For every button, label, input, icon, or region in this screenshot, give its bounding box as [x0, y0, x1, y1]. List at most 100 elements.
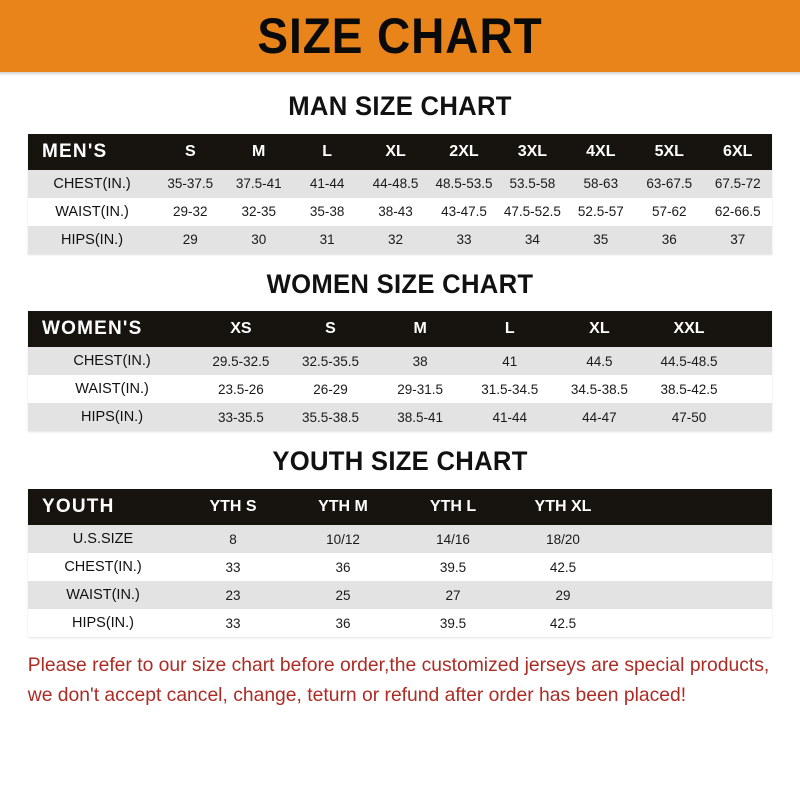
women-cell: 34.5-38.5 [554, 375, 645, 404]
men-cell: 29 [156, 225, 225, 254]
youth-cell-spacer [618, 609, 772, 638]
table-row: CHEST(IN.) 29.5-32.5 32.5-35.5 38 41 44.… [28, 347, 772, 376]
women-cell-spacer [733, 347, 772, 376]
men-cell: 37.5-41 [224, 169, 293, 198]
women-cell: 47-50 [644, 403, 734, 432]
women-size-header: M [375, 311, 465, 348]
men-table-body: CHEST(IN.) 35-37.5 37.5-41 41-44 44-48.5… [28, 169, 772, 254]
youth-table-head: YOUTH YTH S YTH M YTH L YTH XL [28, 489, 772, 526]
youth-cell: 27 [398, 581, 508, 610]
men-size-header: 2XL [429, 133, 499, 170]
youth-cell: 33 [178, 609, 288, 638]
table-row: HIPS(IN.) 29 30 31 32 33 34 35 36 37 [28, 225, 772, 254]
women-header-row: WOMEN'S XS S M L XL XXL [28, 311, 772, 348]
men-cell: 36 [635, 225, 704, 254]
women-cell: 33-35.5 [196, 403, 286, 432]
youth-cell: 14/16 [398, 525, 508, 554]
table-row: HIPS(IN.) 33-35.5 35.5-38.5 38.5-41 41-4… [28, 403, 772, 432]
youth-cell: 42.5 [508, 609, 618, 638]
women-size-header: XXL [644, 311, 734, 348]
men-cell: 52.5-57 [566, 197, 636, 226]
page-title: SIZE CHART [257, 8, 543, 64]
youth-cell: 42.5 [508, 553, 618, 582]
men-cell: 38-43 [361, 197, 430, 226]
men-cell: 48.5-53.5 [429, 169, 499, 198]
men-row-label: HIPS(IN.) [28, 225, 157, 254]
women-cell: 44.5 [554, 347, 645, 376]
youth-row-label: WAIST(IN.) [28, 581, 178, 610]
men-cell: 63-67.5 [635, 169, 704, 198]
table-row: CHEST(IN.) 35-37.5 37.5-41 41-44 44-48.5… [28, 169, 772, 198]
table-row: WAIST(IN.) 23 25 27 29 [28, 581, 772, 610]
banner-shadow [0, 72, 800, 76]
men-cell: 57-62 [635, 197, 704, 226]
youth-table-body: U.S.SIZE 8 10/12 14/16 18/20 CHEST(IN.) … [28, 525, 772, 638]
men-cell: 53.5-58 [498, 169, 567, 198]
table-row: HIPS(IN.) 33 36 39.5 42.5 [28, 609, 772, 638]
men-size-header: 4XL [566, 133, 636, 170]
men-table-head: MEN'S S M L XL 2XL 3XL 4XL 5XL 6XL [28, 133, 772, 170]
youth-header-spacer [618, 489, 772, 526]
men-size-header: XL [361, 133, 430, 170]
women-cell-spacer [733, 375, 772, 404]
youth-cell: 8 [178, 525, 288, 554]
note-line-1: Please refer to our size chart before or… [27, 654, 770, 677]
men-size-table-wrapper: MEN'S S M L XL 2XL 3XL 4XL 5XL 6XL CHEST [28, 133, 772, 254]
youth-cell: 39.5 [398, 553, 508, 582]
women-size-header: S [285, 311, 376, 348]
men-size-header: S [156, 133, 225, 170]
women-size-header: L [464, 311, 555, 348]
men-cell: 44-48.5 [361, 169, 430, 198]
men-cell: 35 [566, 225, 636, 254]
youth-cell: 36 [288, 609, 398, 638]
youth-size-header: YTH XL [508, 489, 618, 526]
women-size-header: XL [554, 311, 645, 348]
youth-size-header: YTH S [178, 489, 288, 526]
men-cell: 32 [361, 225, 430, 254]
women-cell-spacer [733, 403, 772, 432]
section-title-women: WOMEN SIZE CHART [266, 268, 534, 299]
women-cell: 44.5-48.5 [644, 347, 734, 376]
youth-size-header: YTH L [398, 489, 508, 526]
youth-cell: 18/20 [508, 525, 618, 554]
youth-cell: 23 [178, 581, 288, 610]
women-cell: 44-47 [554, 403, 645, 432]
table-row: CHEST(IN.) 33 36 39.5 42.5 [28, 553, 772, 582]
youth-cell: 25 [288, 581, 398, 610]
women-size-table-wrapper: WOMEN'S XS S M L XL XXL CHEST(IN.) 29.5-… [28, 311, 772, 432]
men-row-label: WAIST(IN.) [28, 197, 157, 226]
section-men: MAN SIZE CHART MEN'S S M L XL 2XL [0, 76, 800, 254]
youth-header-row: YOUTH YTH S YTH M YTH L YTH XL [28, 489, 772, 526]
youth-cell: 36 [288, 553, 398, 582]
men-cell: 30 [224, 225, 293, 254]
women-cell: 35.5-38.5 [285, 403, 376, 432]
section-title-men: MAN SIZE CHART [288, 91, 512, 121]
women-header-spacer [733, 311, 772, 348]
men-corner-label: MEN'S [28, 133, 157, 170]
men-cell: 33 [429, 225, 499, 254]
men-size-header: 5XL [635, 133, 704, 170]
men-cell: 35-37.5 [156, 169, 225, 198]
women-cell: 31.5-34.5 [464, 375, 555, 404]
women-cell: 38.5-41 [375, 403, 465, 432]
table-row: WAIST(IN.) 23.5-26 26-29 29-31.5 31.5-34… [28, 375, 772, 404]
youth-row-label: CHEST(IN.) [28, 553, 178, 582]
women-cell: 38.5-42.5 [644, 375, 734, 404]
youth-size-table-wrapper: YOUTH YTH S YTH M YTH L YTH XL U.S.SIZE … [28, 489, 772, 638]
youth-cell: 29 [508, 581, 618, 610]
section-youth: YOUTH SIZE CHART YOUTH YTH S YTH M YTH L… [0, 431, 800, 638]
women-size-table: WOMEN'S XS S M L XL XXL CHEST(IN.) 29.5-… [28, 311, 772, 432]
youth-row-label: U.S.SIZE [28, 525, 178, 554]
men-cell: 47.5-52.5 [498, 197, 567, 226]
youth-cell: 10/12 [288, 525, 398, 554]
section-women: WOMEN SIZE CHART WOMEN'S XS S M L [0, 254, 800, 432]
men-cell: 37 [703, 225, 772, 254]
table-row: WAIST(IN.) 29-32 32-35 35-38 38-43 43-47… [28, 197, 772, 226]
women-corner-label: WOMEN'S [28, 311, 197, 348]
men-size-table: MEN'S S M L XL 2XL 3XL 4XL 5XL 6XL CHEST [28, 133, 772, 254]
women-row-label: WAIST(IN.) [28, 375, 197, 404]
women-cell: 23.5-26 [196, 375, 286, 404]
men-cell: 34 [498, 225, 567, 254]
women-cell: 29.5-32.5 [196, 347, 286, 376]
